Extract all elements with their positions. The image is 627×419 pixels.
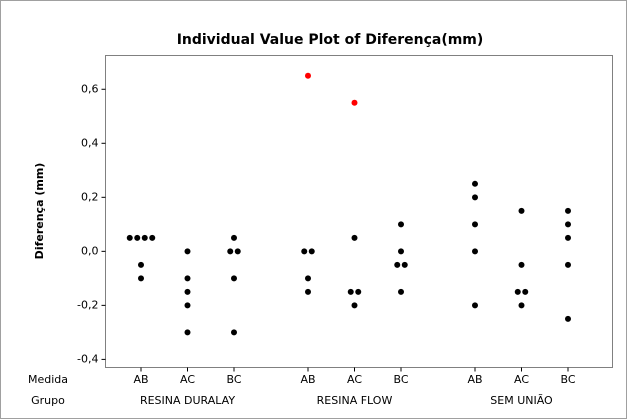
- x-tick-label: AC: [347, 373, 362, 386]
- chart-title: Individual Value Plot of Diferença(mm): [177, 32, 484, 48]
- point: [398, 248, 404, 255]
- point: [518, 302, 525, 309]
- y-tick-label: 0,2: [81, 190, 99, 203]
- x-tick-label: AC: [514, 373, 529, 386]
- x-row-label: Grupo: [31, 394, 65, 407]
- point: [355, 288, 362, 295]
- point: [134, 234, 141, 241]
- point: [138, 275, 144, 282]
- x-tick-label: BC: [393, 373, 408, 386]
- point: [184, 248, 191, 255]
- point: [234, 248, 241, 255]
- point: [231, 275, 237, 282]
- point: [305, 275, 311, 282]
- group-label: SEM UNIÃO: [490, 394, 553, 407]
- y-axis-label: Diferença (mm): [33, 163, 46, 260]
- point: [305, 72, 311, 79]
- point: [305, 288, 311, 295]
- point: [472, 194, 478, 201]
- point: [565, 207, 571, 214]
- x-row-label: Medida: [28, 373, 68, 386]
- point: [351, 234, 358, 241]
- point: [394, 261, 401, 268]
- y-tick-label: -0,4: [77, 352, 98, 365]
- point: [565, 221, 571, 228]
- y-tick-label: -0,2: [77, 298, 98, 311]
- plot-area: [105, 55, 613, 368]
- point: [231, 234, 237, 241]
- point: [231, 329, 237, 336]
- x-tick-label: BC: [560, 373, 575, 386]
- point: [472, 248, 478, 255]
- group-label: RESINA DURALAY: [140, 394, 235, 407]
- point: [184, 302, 191, 309]
- point: [565, 261, 571, 268]
- y-tick-label: 0,0: [81, 244, 99, 257]
- point: [565, 315, 571, 322]
- point: [184, 329, 191, 336]
- point: [565, 234, 571, 241]
- point: [518, 207, 525, 214]
- x-tick-label: BC: [226, 373, 241, 386]
- point: [401, 261, 408, 268]
- point: [138, 261, 144, 268]
- point: [472, 302, 478, 309]
- group-label: RESINA FLOW: [317, 394, 393, 407]
- point: [398, 288, 404, 295]
- point: [126, 234, 133, 241]
- point: [398, 221, 404, 228]
- y-tick-label: 0,4: [81, 136, 99, 149]
- point: [308, 248, 315, 255]
- point: [522, 288, 529, 295]
- point: [184, 288, 191, 295]
- x-tick-label: AC: [180, 373, 195, 386]
- x-tick-label: AB: [467, 373, 482, 386]
- point: [472, 180, 478, 187]
- y-tick-label: 0,6: [81, 82, 99, 95]
- point: [149, 234, 156, 241]
- point: [518, 261, 525, 268]
- point: [227, 248, 234, 255]
- point: [351, 99, 358, 106]
- point: [184, 275, 191, 282]
- point: [141, 234, 148, 241]
- x-tick-label: AB: [133, 373, 148, 386]
- x-tick-label: AB: [300, 373, 315, 386]
- point: [514, 288, 521, 295]
- point: [347, 288, 354, 295]
- point: [351, 302, 358, 309]
- point: [472, 221, 478, 228]
- point: [301, 248, 308, 255]
